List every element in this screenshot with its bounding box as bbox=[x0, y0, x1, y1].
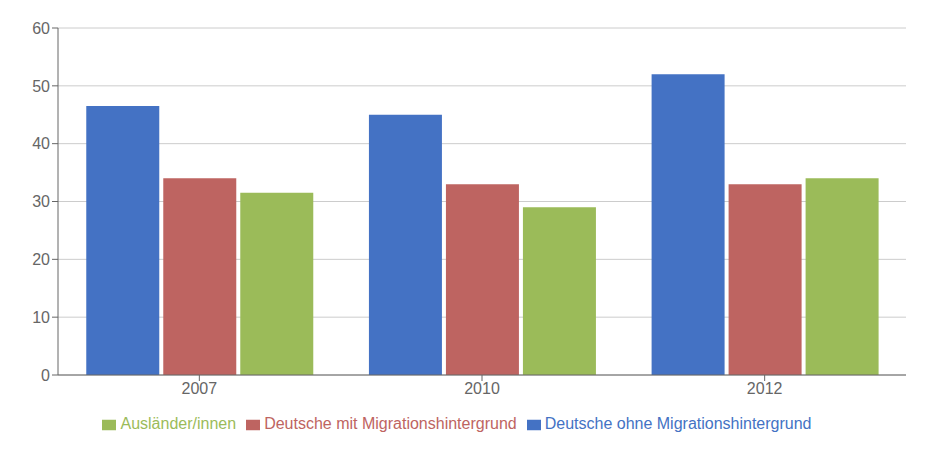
svg-text:2012: 2012 bbox=[747, 380, 783, 397]
svg-text:30: 30 bbox=[32, 193, 50, 210]
svg-text:20: 20 bbox=[32, 251, 50, 268]
svg-text:50: 50 bbox=[32, 78, 50, 95]
svg-text:60: 60 bbox=[32, 20, 50, 37]
svg-text:40: 40 bbox=[32, 135, 50, 152]
html-text:Deutsche ohne Migrationshinter: Deutsche ohne Migrationshintergrund bbox=[544, 415, 812, 432]
svg-text:0: 0 bbox=[41, 367, 50, 384]
html-text:Ausländer/innen: Ausländer/innen bbox=[120, 415, 237, 432]
svg-text:10: 10 bbox=[32, 309, 50, 326]
html-text:Deutsche mit Migrationshinterg: Deutsche mit Migrationshintergrund bbox=[264, 415, 517, 432]
svg-text:2010: 2010 bbox=[464, 380, 500, 397]
svg-text:2007: 2007 bbox=[182, 380, 218, 397]
